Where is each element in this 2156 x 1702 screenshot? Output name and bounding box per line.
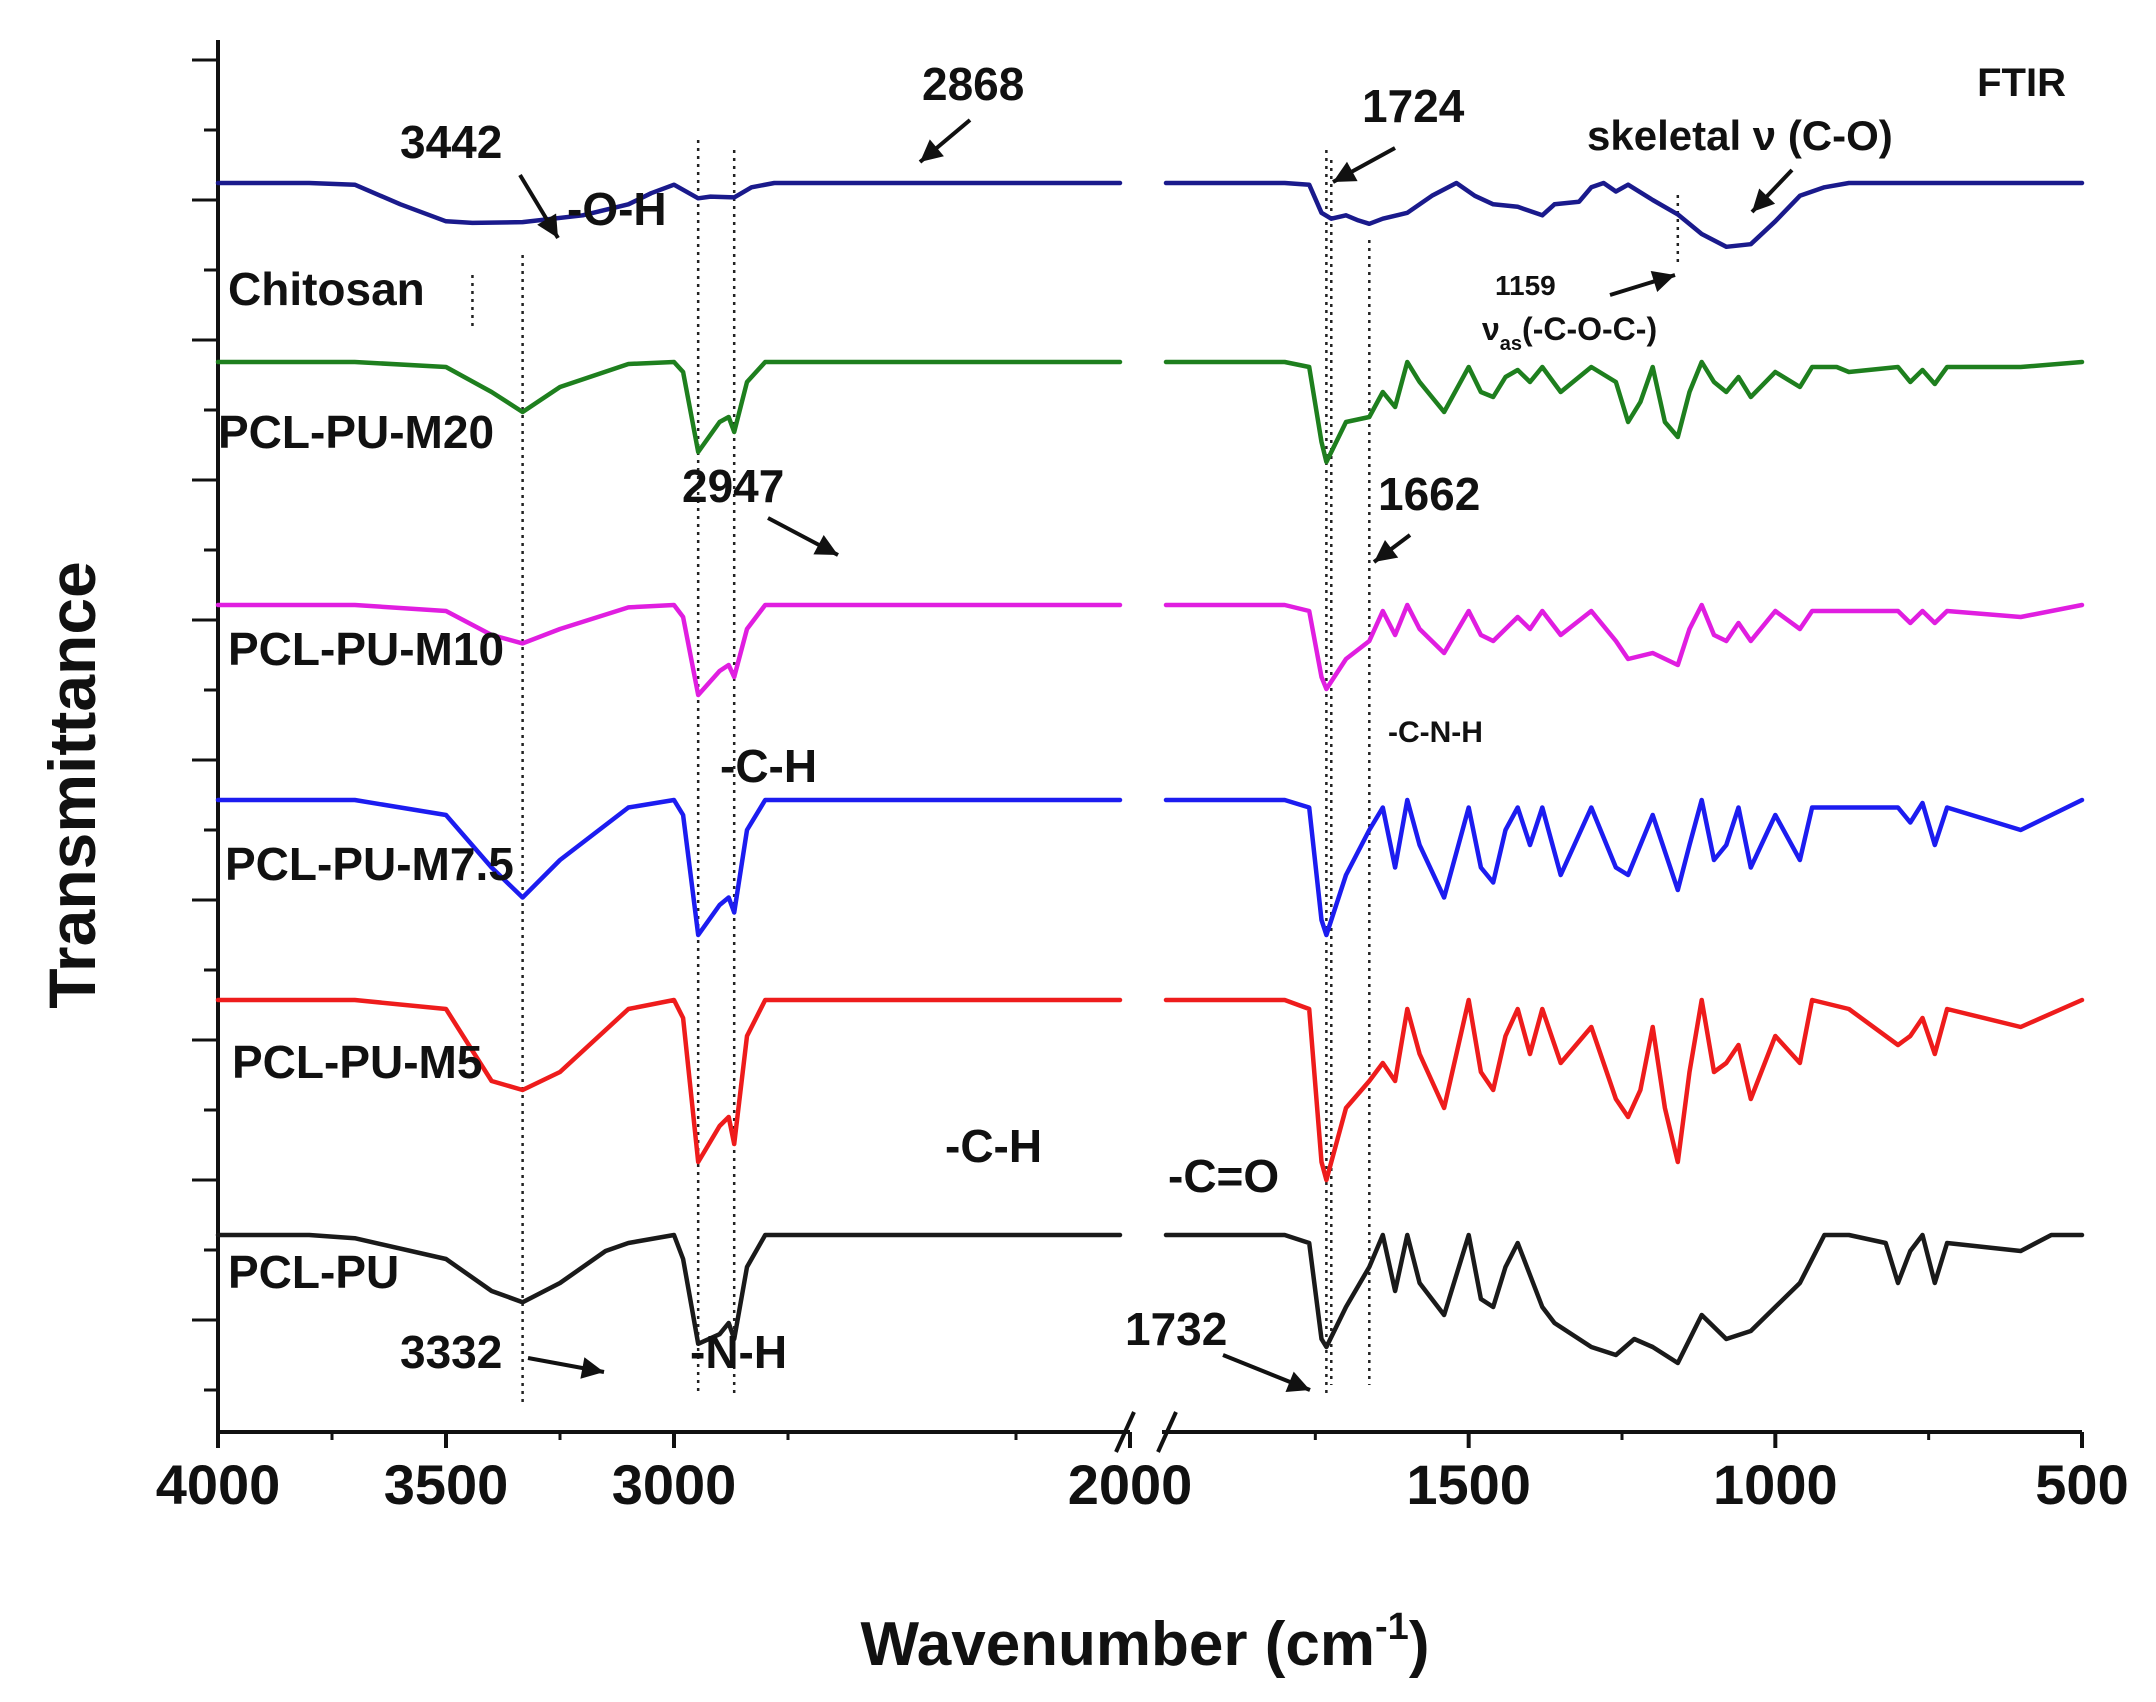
series-line-pcl-pu-m20 xyxy=(215,359,1123,455)
series-label: PCL-PU-M5 xyxy=(232,1036,482,1088)
x-tick-label: 3500 xyxy=(384,1453,509,1516)
peak-label-1662: 1662 xyxy=(1378,468,1480,520)
x-tick-label: 2000 xyxy=(1068,1453,1193,1516)
peak-label-3442: 3442 xyxy=(400,116,502,168)
x-tick-label: 4000 xyxy=(156,1453,281,1516)
series-line-pcl-pu xyxy=(1163,1232,2085,1366)
series-layer xyxy=(215,180,2085,1366)
peak-label-2868: 2868 xyxy=(922,58,1024,110)
x-axis-label: Wavenumber (cm-1) xyxy=(861,1606,1430,1679)
series-line-pcl-pu-m5 xyxy=(215,997,1123,1165)
peak-label-1724: 1724 xyxy=(1362,80,1465,132)
skeletal-co-label: skeletal ν (C-O) xyxy=(1587,112,1893,159)
vas-sub: as xyxy=(1500,333,1522,355)
series-line-pcl-pu-m5 xyxy=(1163,997,2085,1183)
y-axis-label: Transmittance xyxy=(35,561,109,1009)
series-line-pcl-pu xyxy=(215,1232,1123,1347)
peak-label-2947: 2947 xyxy=(682,460,784,512)
arrow-head xyxy=(813,535,838,555)
arrow-head xyxy=(920,139,944,162)
x-axis-label-sup: -1 xyxy=(1375,1606,1409,1648)
vas-nu: ν xyxy=(1482,311,1500,347)
peak-label-1159: 1159 xyxy=(1495,270,1556,301)
x-tick-label: 1500 xyxy=(1406,1453,1531,1516)
group-label-co: -C=O xyxy=(1168,1150,1279,1202)
series-line-pcl-pu-m10 xyxy=(215,602,1123,698)
series-label: Chitosan xyxy=(228,263,425,315)
series-label: PCL-PU-M20 xyxy=(218,406,494,458)
guide-lines xyxy=(471,140,1680,1405)
group-label-cnh: -C-N-H xyxy=(1388,716,1483,749)
series-line-chitosan xyxy=(1163,180,2085,250)
vas-cocc-label: νas(-C-O-C-) xyxy=(1482,311,1657,355)
group-label-ch-2: -C-H xyxy=(945,1120,1042,1172)
chart-title: FTIR xyxy=(1977,61,2066,105)
series-line-pcl-pu-m20 xyxy=(1163,359,2085,465)
x-tick-label: 1000 xyxy=(1713,1453,1838,1516)
series-label: PCL-PU-M7.5 xyxy=(225,838,514,890)
arrow-head xyxy=(1752,188,1776,212)
arrow-head xyxy=(1285,1371,1310,1392)
group-label-oh: -O-H xyxy=(567,183,667,235)
arrow-head xyxy=(1650,271,1675,292)
x-axis-label-main: Wavenumber (cm xyxy=(861,1610,1376,1679)
x-axis-label-close: ) xyxy=(1409,1610,1430,1679)
axis-break-mark xyxy=(1156,1411,1178,1453)
arrow-head xyxy=(1374,540,1399,562)
group-label-nh: -N-H xyxy=(690,1326,787,1378)
x-tick-label: 3000 xyxy=(612,1453,737,1516)
axes-layer: 4000 3500 3000 2000 1500 1000 500 xyxy=(156,40,2129,1516)
axis-break-mark xyxy=(1114,1411,1136,1453)
series-line-pcl-pu-m7-5 xyxy=(215,797,1123,938)
arrow-head xyxy=(580,1357,604,1379)
series-label: PCL-PU-M10 xyxy=(228,623,504,675)
annotations: Chitosan PCL-PU-M20 PCL-PU-M10 PCL-PU-M7.5 P… xyxy=(218,58,1893,1392)
series-line-pcl-pu-m7-5 xyxy=(1163,797,2085,938)
peak-label-1732: 1732 xyxy=(1125,1303,1227,1355)
arrow-head xyxy=(1333,161,1358,182)
series-line-chitosan xyxy=(215,180,1123,226)
group-label-ch: -C-H xyxy=(720,740,817,792)
arrow-head xyxy=(537,213,558,238)
series-label: PCL-PU xyxy=(228,1246,399,1298)
x-tick-label: 500 xyxy=(2035,1453,2128,1516)
vas-rest: (-C-O-C-) xyxy=(1522,311,1657,347)
series-line-pcl-pu-m10 xyxy=(1163,602,2085,692)
peak-label-3332: 3332 xyxy=(400,1326,502,1378)
